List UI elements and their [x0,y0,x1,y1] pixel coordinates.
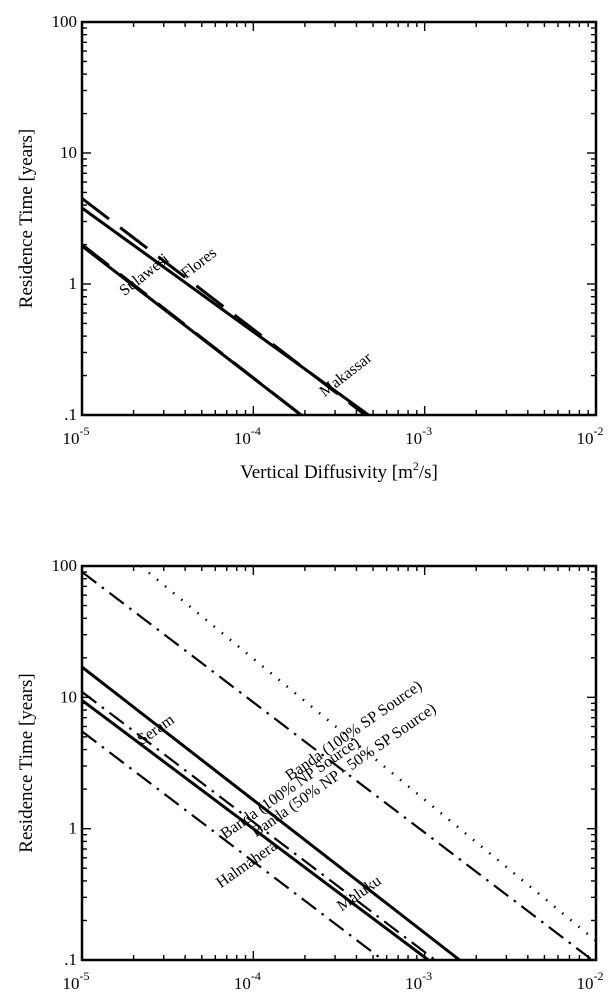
y-tick-label: .1 [64,405,77,424]
x-tick-base: 10 [234,974,251,993]
x-tick-base: 10 [577,429,594,448]
series-line-3 [82,665,461,960]
x-tick-base: 10 [405,429,422,448]
series-group [82,197,370,415]
x-tick-label: 10-3 [405,424,432,448]
series-line-1 [139,566,596,942]
x-tick-label: 10-4 [234,969,261,993]
x-axis-title: Vertical Diffusivity [m2/s] [240,459,438,483]
x-tick-exponent: -2 [594,424,604,438]
x-tick-base: 10 [63,429,80,448]
y-axis-title: Residence Time [years] [16,673,37,852]
series-annotation: Halmahera [213,837,280,891]
x-tick-label: 10-3 [405,969,432,993]
series-annotation: Makassar [316,349,375,401]
x-tick-exponent: -3 [422,969,432,983]
plot-frame [80,564,598,962]
series-line-4 [82,244,303,415]
series-line-2 [82,206,370,415]
x-tick-label: 10-4 [234,424,261,448]
x-tick-exponent: -5 [80,424,90,438]
y-tick-label: 100 [52,556,78,575]
series-group [82,566,596,960]
x-axis-title-sup: 2 [413,459,419,473]
series-annotation: Flores [178,244,220,282]
x-tick-base: 10 [405,974,422,993]
x-tick-exponent: -4 [251,969,261,983]
y-tick-label: 1 [69,274,78,293]
x-tick-base: 10 [577,974,594,993]
y-tick-label: 100 [52,12,78,31]
x-tick-label: 10-5 [63,969,90,993]
series-line-6 [82,730,384,960]
x-tick-base: 10 [234,429,251,448]
y-tick-label: 10 [60,143,77,162]
plot-frame [80,20,598,417]
x-tick-exponent: -4 [251,424,261,438]
x-tick-base: 10 [63,974,80,993]
x-axis-title-text: Vertical Diffusivity [m [240,462,413,483]
x-tick-exponent: -5 [80,969,90,983]
x-tick-exponent: -3 [422,424,432,438]
x-tick-exponent: -2 [594,969,604,983]
tick-marks [81,22,596,416]
x-tick-label: 10-2 [577,969,604,993]
x-tick-label: 10-2 [577,424,604,448]
y-axis-title: Residence Time [years] [16,129,37,308]
y-tick-label: .1 [64,950,77,969]
x-axis-title-tail: /s] [419,462,438,483]
series-line-2 [82,571,593,960]
series-line-4 [82,691,436,960]
tick-marks [81,566,596,961]
series-line-5 [82,699,430,960]
y-tick-label: 10 [60,687,77,706]
x-tick-label: 10-5 [63,424,90,448]
y-tick-label: 1 [69,819,78,838]
series-annotation: Seram [134,711,178,749]
